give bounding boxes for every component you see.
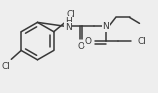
Text: Cl: Cl [66,10,75,19]
Text: H: H [65,17,72,26]
Text: N: N [102,22,109,31]
Text: Cl: Cl [137,37,146,46]
Text: Cl: Cl [2,62,11,71]
Text: N: N [65,23,72,32]
Text: O: O [85,37,92,46]
Text: O: O [78,42,85,51]
